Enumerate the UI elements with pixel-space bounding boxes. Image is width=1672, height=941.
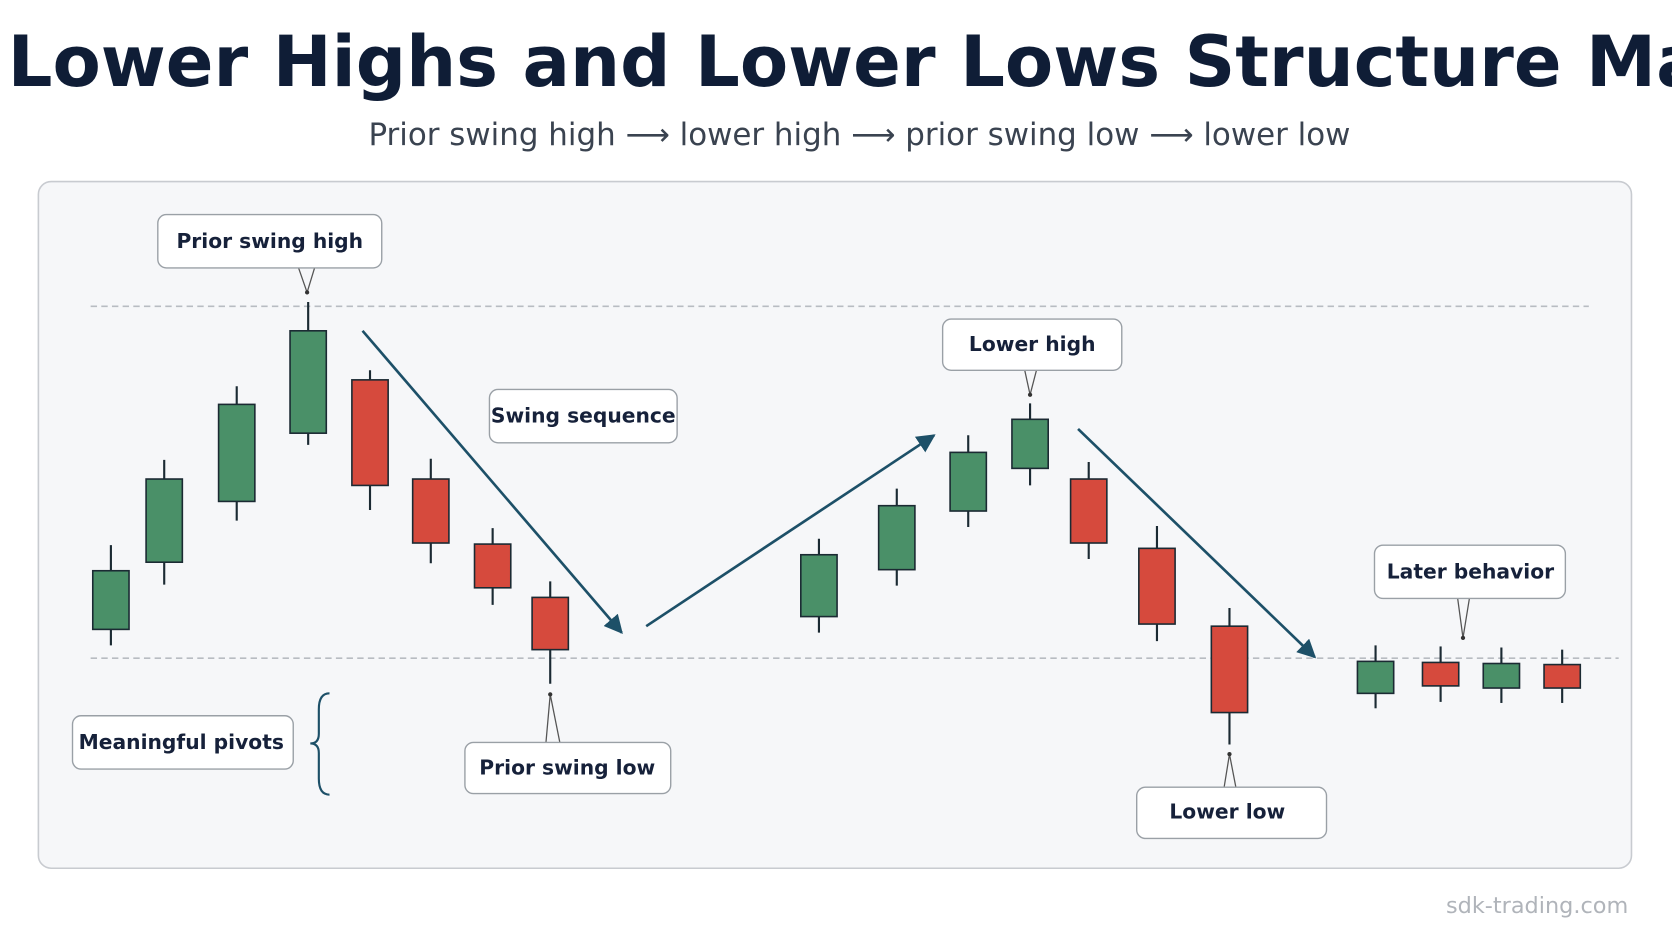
candle-body	[1138, 547, 1176, 625]
candle-body	[351, 379, 389, 487]
label-box	[464, 741, 672, 795]
pivot-dot	[1227, 752, 1232, 757]
pivot-dot	[1027, 392, 1033, 397]
candle-body	[949, 451, 988, 512]
label-box	[488, 388, 678, 444]
candle-body	[1482, 662, 1521, 689]
candle-body	[217, 403, 256, 503]
candle-body	[1356, 660, 1395, 695]
label: Lower high	[969, 332, 1096, 356]
label-box	[941, 318, 1123, 371]
pivot-dot	[1460, 635, 1466, 641]
candle-body	[411, 478, 450, 544]
candle-body	[473, 543, 512, 589]
arrow	[1077, 427, 1317, 659]
label-box	[157, 213, 383, 269]
candle-body	[800, 553, 838, 618]
candle-body	[1069, 478, 1108, 544]
candle-body	[289, 330, 328, 434]
label: Swing sequence	[491, 404, 676, 428]
label-box	[1136, 786, 1328, 840]
candle-body	[91, 569, 130, 631]
title: Lower Highs and Lower Lows Structure Map	[8, 21, 1672, 103]
candle-body	[1011, 418, 1049, 470]
watermark: sdk-trading.com	[1446, 893, 1628, 919]
subtitle: Prior swing high ⟶ lower high ⟶ prior sw…	[368, 117, 1350, 153]
arrow	[361, 329, 623, 634]
label: Meaningful pivots	[79, 730, 284, 754]
arrow	[645, 434, 936, 628]
pivot-dot	[548, 692, 553, 697]
candle-body	[531, 596, 570, 651]
label: Later behavior	[1387, 559, 1554, 583]
label-box	[1373, 544, 1567, 600]
candles	[91, 302, 1582, 745]
brace	[310, 692, 330, 796]
candle-body	[877, 504, 916, 571]
label: Prior swing low	[479, 756, 655, 780]
candle-body	[145, 478, 184, 564]
label-box	[71, 715, 294, 770]
candle-body	[1421, 661, 1460, 687]
candle-body	[1543, 663, 1582, 689]
label: Prior swing high	[176, 229, 363, 253]
candle-body	[1210, 625, 1249, 714]
pivot-dot	[304, 290, 310, 295]
label: Lower low	[1169, 799, 1285, 823]
